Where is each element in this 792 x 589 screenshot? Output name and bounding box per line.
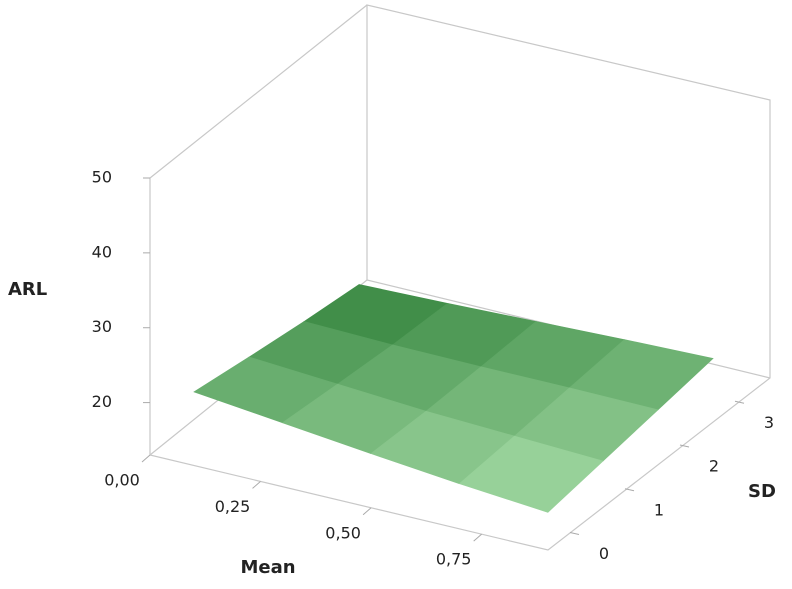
x-tick-label: 0,50 — [325, 523, 361, 542]
y-tick — [734, 400, 745, 404]
box-edge — [149, 4, 368, 179]
box-edges — [149, 4, 771, 551]
y-tick-label: 2 — [709, 457, 719, 476]
z-tick-label: 40 — [92, 242, 112, 261]
y-axis-label: SD — [748, 481, 776, 502]
x-tick — [473, 533, 482, 542]
x-tick — [362, 507, 372, 516]
x-tick-label: 0,75 — [436, 550, 472, 569]
y-tick-label: 3 — [764, 413, 774, 432]
z-tick-label: 20 — [92, 392, 112, 411]
y-tick — [624, 488, 635, 492]
y-tick — [679, 444, 690, 448]
z-tick-label: 30 — [92, 317, 112, 336]
x-tick — [252, 481, 261, 489]
z-axis-label: ARL — [8, 279, 47, 300]
x-axis-label: Mean — [240, 557, 295, 578]
z-tick-label: 50 — [92, 168, 112, 187]
y-tick-label: 1 — [654, 500, 664, 519]
surface-cell — [458, 435, 604, 513]
x-tick-label: 0,00 — [104, 471, 140, 490]
y-tick — [569, 532, 580, 535]
x-tick-label: 0,25 — [215, 497, 251, 516]
y-tick-label: 0 — [599, 544, 609, 563]
x-tick — [141, 454, 151, 463]
